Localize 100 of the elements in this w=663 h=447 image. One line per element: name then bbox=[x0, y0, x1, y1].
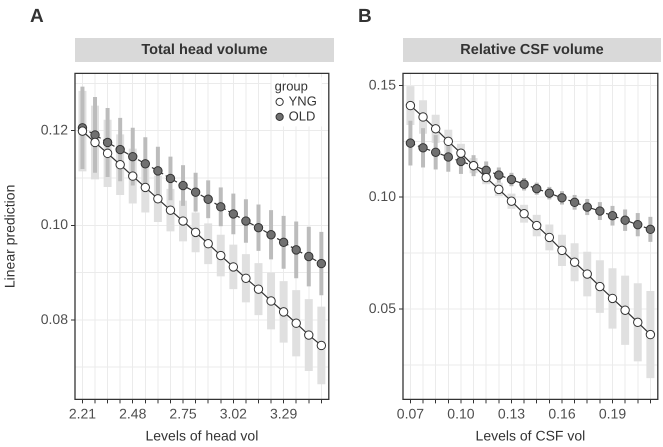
point bbox=[506, 174, 516, 184]
point bbox=[582, 269, 592, 279]
point bbox=[278, 307, 288, 317]
point bbox=[406, 100, 416, 110]
point bbox=[608, 211, 618, 220]
point bbox=[292, 245, 301, 255]
point bbox=[216, 250, 226, 260]
point bbox=[532, 220, 542, 230]
point bbox=[178, 180, 188, 190]
point bbox=[519, 180, 529, 189]
point bbox=[646, 330, 656, 340]
point bbox=[241, 274, 251, 283]
point bbox=[608, 294, 618, 304]
point bbox=[178, 216, 188, 226]
y-tick-label: 0.10 bbox=[368, 188, 396, 204]
point bbox=[494, 170, 504, 180]
point bbox=[570, 198, 580, 208]
point bbox=[266, 296, 276, 306]
point bbox=[430, 124, 440, 134]
point bbox=[544, 188, 554, 198]
point bbox=[620, 306, 630, 315]
point bbox=[582, 202, 592, 212]
point bbox=[557, 193, 567, 203]
x-tick-label: 2.75 bbox=[169, 406, 197, 422]
point bbox=[406, 138, 416, 148]
point bbox=[190, 228, 200, 238]
point bbox=[216, 202, 226, 212]
point bbox=[90, 138, 100, 148]
point bbox=[316, 258, 326, 268]
point bbox=[316, 340, 326, 350]
point bbox=[203, 194, 213, 204]
point bbox=[166, 205, 176, 215]
point bbox=[190, 187, 200, 197]
point bbox=[140, 182, 150, 192]
text: A bbox=[30, 6, 44, 28]
x-tick-label: 2.48 bbox=[119, 406, 147, 422]
point bbox=[128, 171, 138, 181]
point bbox=[304, 252, 314, 262]
point bbox=[254, 222, 264, 232]
point bbox=[241, 216, 251, 226]
y-tick-label: 0.05 bbox=[368, 300, 396, 316]
point bbox=[254, 284, 264, 294]
point bbox=[128, 152, 138, 162]
point bbox=[444, 152, 453, 162]
point bbox=[228, 262, 238, 272]
point bbox=[102, 138, 112, 148]
x-tick-label: 0.07 bbox=[396, 406, 424, 422]
x-tick-label: 0.16 bbox=[548, 406, 576, 422]
legend-title: group bbox=[274, 78, 308, 94]
point bbox=[166, 174, 176, 184]
point bbox=[456, 156, 466, 166]
point bbox=[292, 318, 301, 328]
point bbox=[557, 246, 567, 256]
point bbox=[278, 238, 288, 248]
point bbox=[595, 282, 605, 292]
legend-label: YNG bbox=[288, 93, 317, 108]
point bbox=[102, 148, 112, 158]
x-tick-label: 0.19 bbox=[598, 406, 626, 422]
point bbox=[115, 144, 125, 154]
x-axis-title: Levels of CSF vol bbox=[476, 427, 586, 444]
point bbox=[153, 166, 163, 176]
point bbox=[456, 148, 466, 158]
point bbox=[304, 330, 314, 340]
y-tick-label: 0.15 bbox=[368, 76, 396, 92]
point bbox=[532, 184, 542, 194]
point bbox=[90, 130, 100, 140]
x-tick-label: 3.29 bbox=[270, 406, 298, 422]
point bbox=[595, 206, 605, 216]
text: B bbox=[358, 6, 372, 28]
y-tick-label: 0.08 bbox=[40, 310, 68, 327]
x-tick-label: 3.02 bbox=[220, 406, 248, 422]
point bbox=[646, 224, 656, 234]
x-tick-label: 0.13 bbox=[498, 406, 526, 422]
y-axis-title: Linear prediction bbox=[1, 184, 18, 288]
point bbox=[418, 143, 428, 153]
point bbox=[519, 209, 529, 218]
chart-title: Relative CSF volume bbox=[403, 38, 661, 62]
point bbox=[633, 318, 642, 328]
point bbox=[430, 148, 440, 157]
point bbox=[266, 230, 276, 240]
point bbox=[418, 112, 428, 122]
point bbox=[115, 160, 125, 170]
point bbox=[633, 220, 642, 230]
point bbox=[153, 194, 163, 204]
x-tick-label: 2.21 bbox=[68, 406, 96, 422]
point bbox=[140, 159, 150, 168]
point bbox=[544, 232, 554, 242]
point bbox=[78, 126, 88, 136]
point bbox=[620, 216, 630, 225]
point bbox=[228, 209, 238, 219]
point bbox=[570, 258, 580, 267]
point bbox=[444, 136, 453, 146]
x-tick-label: 0.10 bbox=[447, 406, 475, 422]
y-tick-label: 0.10 bbox=[40, 216, 68, 232]
y-tick-label: 0.12 bbox=[40, 122, 68, 138]
x-axis-title: Levels of head vol bbox=[145, 427, 258, 444]
chart-title: Total head volume bbox=[75, 38, 334, 62]
legend-label: OLD bbox=[288, 108, 316, 124]
point bbox=[506, 196, 516, 206]
point bbox=[203, 239, 213, 248]
